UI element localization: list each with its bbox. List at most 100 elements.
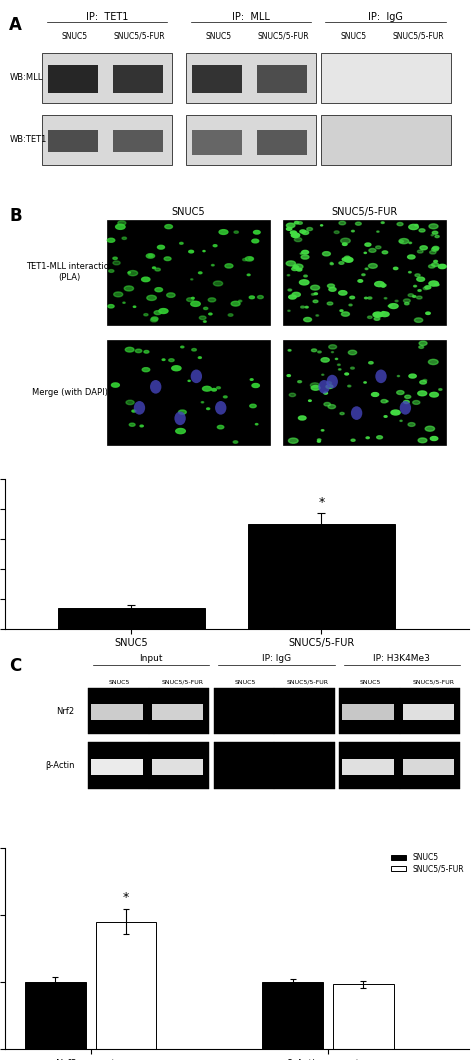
Circle shape: [320, 225, 323, 226]
Circle shape: [364, 382, 366, 383]
FancyBboxPatch shape: [113, 129, 163, 153]
FancyBboxPatch shape: [283, 219, 446, 324]
Circle shape: [187, 298, 193, 301]
Circle shape: [318, 439, 321, 441]
Circle shape: [351, 367, 355, 369]
Circle shape: [254, 230, 260, 234]
Circle shape: [380, 312, 389, 317]
Circle shape: [425, 426, 435, 431]
FancyBboxPatch shape: [107, 219, 270, 324]
Circle shape: [369, 361, 373, 364]
Circle shape: [199, 271, 202, 273]
FancyBboxPatch shape: [400, 688, 460, 735]
Circle shape: [118, 220, 126, 225]
FancyBboxPatch shape: [149, 742, 209, 789]
Circle shape: [144, 351, 149, 353]
Circle shape: [292, 267, 298, 270]
Text: C: C: [9, 656, 22, 674]
Circle shape: [419, 341, 427, 346]
Circle shape: [400, 420, 402, 422]
Circle shape: [211, 264, 214, 266]
Circle shape: [181, 347, 184, 348]
Circle shape: [287, 374, 291, 376]
Circle shape: [294, 222, 299, 224]
Circle shape: [399, 238, 409, 244]
Circle shape: [409, 374, 416, 378]
FancyBboxPatch shape: [339, 742, 400, 789]
Circle shape: [341, 238, 350, 244]
Text: SNUC5/5-FUR: SNUC5/5-FUR: [332, 207, 398, 217]
Circle shape: [321, 429, 324, 431]
Circle shape: [288, 289, 292, 292]
FancyBboxPatch shape: [149, 688, 209, 735]
Circle shape: [374, 317, 380, 320]
Ellipse shape: [319, 379, 330, 393]
FancyBboxPatch shape: [186, 53, 316, 103]
Circle shape: [420, 246, 428, 250]
Text: IP:  IgG: IP: IgG: [368, 13, 403, 22]
Circle shape: [228, 314, 233, 316]
Circle shape: [299, 416, 306, 420]
Circle shape: [109, 269, 114, 272]
Text: SNUC5: SNUC5: [205, 32, 231, 40]
Circle shape: [234, 231, 238, 233]
Circle shape: [381, 222, 384, 224]
Circle shape: [151, 318, 157, 322]
Circle shape: [309, 400, 311, 402]
Circle shape: [388, 305, 391, 306]
Circle shape: [418, 289, 421, 292]
Ellipse shape: [327, 375, 338, 388]
Circle shape: [311, 294, 315, 296]
Bar: [57, 607, 205, 629]
Circle shape: [310, 383, 319, 388]
Circle shape: [365, 297, 367, 299]
Circle shape: [300, 280, 309, 285]
Legend: SNUC5, SNUC5/5-FUR: SNUC5, SNUC5/5-FUR: [389, 851, 465, 874]
Circle shape: [108, 304, 114, 308]
Circle shape: [291, 231, 296, 234]
Circle shape: [191, 301, 201, 306]
Circle shape: [252, 240, 259, 243]
Circle shape: [339, 290, 347, 295]
Circle shape: [351, 439, 355, 441]
Circle shape: [328, 405, 336, 409]
Circle shape: [155, 287, 163, 292]
Circle shape: [289, 393, 296, 396]
Circle shape: [189, 250, 193, 253]
Circle shape: [191, 298, 194, 299]
Circle shape: [403, 401, 409, 404]
Circle shape: [250, 378, 253, 381]
Circle shape: [324, 392, 328, 394]
Circle shape: [318, 441, 320, 442]
Circle shape: [336, 358, 337, 359]
FancyBboxPatch shape: [274, 742, 335, 789]
Circle shape: [423, 379, 427, 382]
Circle shape: [298, 381, 301, 383]
Circle shape: [419, 229, 425, 232]
Circle shape: [397, 375, 400, 376]
Circle shape: [322, 374, 324, 375]
Circle shape: [365, 268, 368, 269]
Circle shape: [342, 243, 347, 246]
Circle shape: [324, 403, 330, 406]
Circle shape: [292, 293, 301, 297]
Circle shape: [301, 306, 304, 308]
Circle shape: [362, 273, 365, 276]
Circle shape: [400, 241, 403, 243]
Circle shape: [300, 230, 306, 233]
Circle shape: [148, 254, 153, 257]
Circle shape: [298, 222, 302, 225]
FancyBboxPatch shape: [152, 759, 203, 775]
Circle shape: [293, 266, 299, 268]
Circle shape: [140, 425, 143, 427]
Circle shape: [432, 263, 438, 266]
Circle shape: [313, 300, 318, 303]
Circle shape: [340, 310, 343, 312]
Circle shape: [247, 275, 250, 276]
Circle shape: [328, 344, 337, 349]
Circle shape: [288, 350, 291, 351]
Circle shape: [288, 311, 290, 312]
Circle shape: [287, 275, 290, 276]
FancyBboxPatch shape: [274, 688, 335, 735]
Circle shape: [142, 368, 150, 372]
